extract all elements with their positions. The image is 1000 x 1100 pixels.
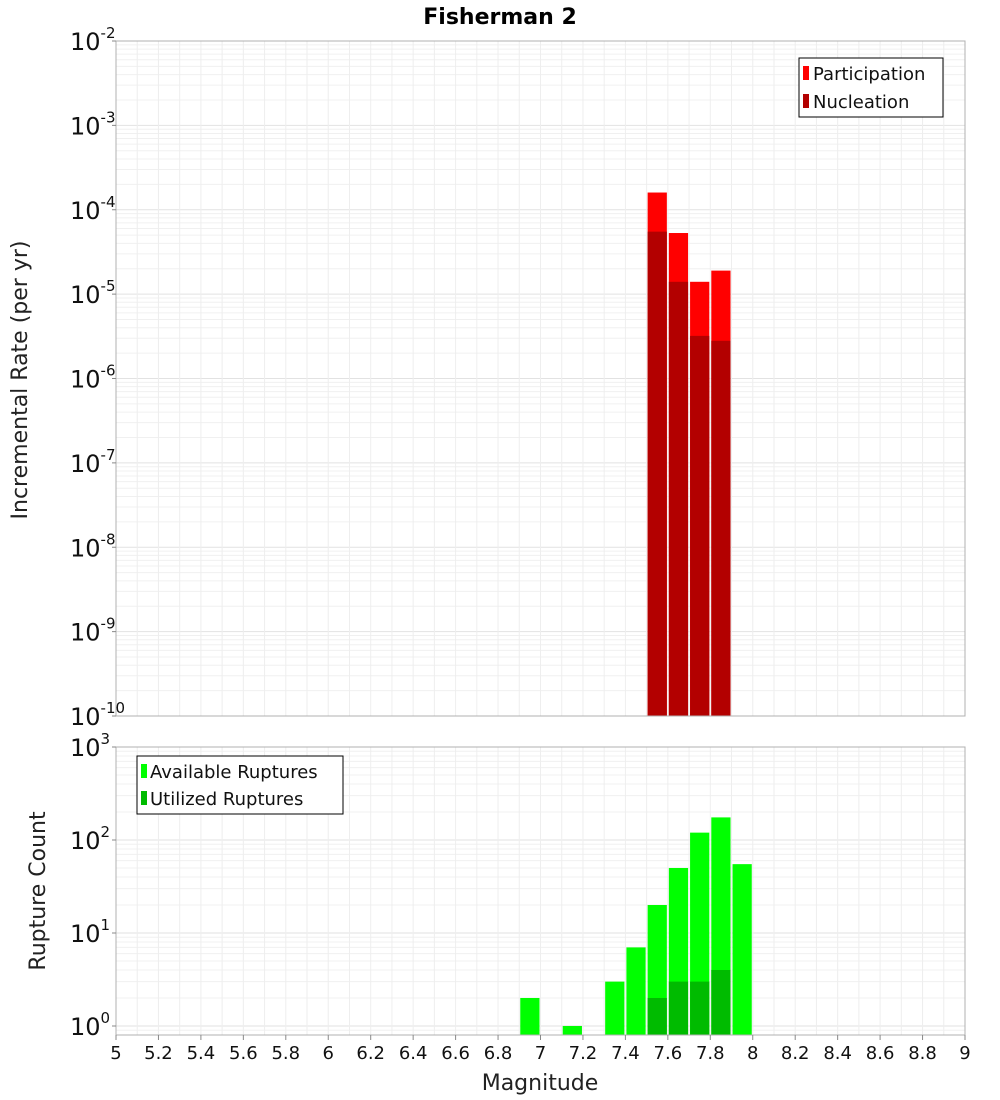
- top-y-tick-exponent: -2: [101, 24, 116, 42]
- bottom-y-tick-label: 101: [70, 916, 110, 948]
- legend-label-nucleation: Nucleation: [813, 92, 909, 113]
- x-tick-label: 6.8: [484, 1043, 513, 1064]
- bottom-bar-available-ruptures: [562, 1025, 582, 1035]
- bottom-y-tick-exponent: 2: [101, 823, 111, 841]
- top-bar-nucleation: [668, 281, 689, 716]
- top-y-tick-exponent: -3: [101, 108, 116, 126]
- bottom-bar-available-ruptures: [605, 981, 625, 1035]
- bottom-y-tick-label: 102: [70, 823, 110, 855]
- top-y-tick-base: 10: [70, 112, 101, 140]
- bottom-y-tick-base: 10: [70, 1013, 101, 1041]
- x-tick-label: 6.6: [441, 1043, 470, 1064]
- top-y-tick-base: 10: [70, 450, 101, 478]
- legend-label-utilized: Utilized Ruptures: [150, 789, 303, 810]
- x-tick-label: 8.6: [866, 1043, 895, 1064]
- bottom-y-axis-label: Rupture Count: [26, 811, 51, 971]
- legend-swatch-nucleation: [803, 94, 809, 108]
- bottom-y-tick-exponent: 3: [101, 730, 111, 748]
- top-y-tick-exponent: -6: [101, 362, 116, 380]
- x-tick-label: 5: [110, 1043, 121, 1064]
- top-y-tick-base: 10: [70, 28, 101, 56]
- bottom-bar-utilized-ruptures: [690, 981, 710, 1035]
- legend-swatch-available: [141, 764, 147, 778]
- top-y-tick-exponent: -4: [101, 193, 116, 211]
- legend-label-available: Available Ruptures: [150, 762, 318, 783]
- top-y-tick-exponent: -10: [101, 699, 126, 717]
- top-bar-nucleation: [711, 340, 731, 716]
- bottom-y-tick-base: 10: [70, 827, 101, 855]
- top-y-tick-label: 10-8: [70, 530, 116, 562]
- legend-swatch-participation: [803, 66, 809, 80]
- x-tick-label: 6.2: [356, 1043, 385, 1064]
- bottom-y-tick-exponent: 1: [101, 916, 111, 934]
- top-y-tick-label: 10-2: [70, 24, 116, 56]
- top-y-tick-base: 10: [70, 197, 101, 225]
- bottom-bar-available-ruptures: [520, 997, 540, 1035]
- x-tick-label: 7.8: [696, 1043, 725, 1064]
- x-tick-label: 7: [535, 1043, 546, 1064]
- bottom-bar-utilized-ruptures: [668, 981, 689, 1035]
- top-y-tick-base: 10: [70, 703, 101, 731]
- bottom-y-tick-base: 10: [70, 920, 101, 948]
- top-y-tick-label: 10-3: [70, 108, 116, 140]
- top-bar-nucleation: [647, 231, 667, 716]
- legend-swatch-utilized: [141, 791, 147, 805]
- top-y-tick-exponent: -9: [101, 615, 116, 633]
- top-y-tick-label: 10-6: [70, 362, 116, 394]
- top-y-tick-label: 10-5: [70, 277, 116, 309]
- bottom-y-tick-exponent: 0: [101, 1009, 111, 1027]
- top-y-tick-base: 10: [70, 619, 101, 647]
- bottom-y-tick-label: 103: [70, 730, 110, 762]
- top-y-tick-base: 10: [70, 534, 101, 562]
- x-axis-label: Magnitude: [482, 1071, 599, 1096]
- top-y-tick-exponent: -5: [101, 277, 116, 295]
- x-tick-label: 8.4: [823, 1043, 852, 1064]
- bottom-bar-available-ruptures: [626, 947, 646, 1035]
- x-tick-label: 5.6: [229, 1043, 258, 1064]
- chart-title: Fisherman 2: [423, 5, 577, 30]
- bottom-y-tick-base: 10: [70, 734, 101, 762]
- x-tick-label: 7.4: [611, 1043, 640, 1064]
- x-tick-label: 6.4: [399, 1043, 428, 1064]
- top-y-tick-exponent: -7: [101, 446, 116, 464]
- top-y-tick-exponent: -8: [101, 530, 116, 548]
- top-y-axis-label: Incremental Rate (per yr): [8, 241, 33, 520]
- top-legend: Participation Nucleation: [798, 57, 944, 118]
- top-y-tick-base: 10: [70, 366, 101, 394]
- bottom-bars: [520, 817, 752, 1035]
- x-tick-label: 7.6: [654, 1043, 683, 1064]
- x-tick-label: 5.4: [187, 1043, 216, 1064]
- top-y-tick-base: 10: [70, 281, 101, 309]
- x-tick-label: 6: [323, 1043, 334, 1064]
- top-bars: [647, 192, 731, 717]
- x-tick-label: 9: [959, 1043, 970, 1064]
- bottom-y-tick-label: 100: [70, 1009, 110, 1041]
- x-ticks: 5 5.2 5.4 5.6 5.8 6 6.2 6.4 6.6 6.8 7 7.2 7.4 7.6 7.8 8…: [110, 1035, 971, 1064]
- top-y-tick-label: 10-4: [70, 193, 116, 225]
- x-tick-label: 8.2: [781, 1043, 810, 1064]
- bottom-legend-box: [136, 755, 344, 815]
- x-tick-label: 8.8: [908, 1043, 937, 1064]
- bottom-legend: Available Ruptures Utilized Ruptures: [136, 755, 344, 815]
- x-tick-label: 7.2: [569, 1043, 598, 1064]
- top-y-tick-label: 10-9: [70, 615, 116, 647]
- x-tick-label: 5.2: [144, 1043, 173, 1064]
- bottom-bar-utilized-ruptures: [711, 969, 731, 1035]
- bottom-bar-utilized-ruptures: [647, 997, 667, 1035]
- top-bar-nucleation: [690, 335, 710, 716]
- top-gridlines: [115, 41, 966, 717]
- top-y-tick-label: 10-10: [70, 699, 125, 731]
- x-tick-label: 5.8: [271, 1043, 300, 1064]
- bottom-bar-available-ruptures: [732, 864, 752, 1035]
- top-y-tick-label: 10-7: [70, 446, 116, 478]
- top-legend-box: [798, 57, 944, 118]
- x-tick-label: 8: [747, 1043, 758, 1064]
- legend-label-participation: Participation: [813, 64, 925, 85]
